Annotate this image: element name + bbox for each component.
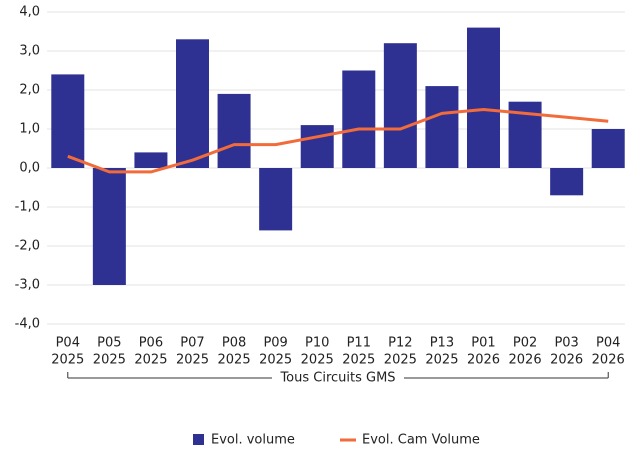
x-tick-label: P06 [139, 336, 163, 351]
x-tick-label: 2026 [467, 353, 500, 368]
bar [217, 93, 251, 168]
x-tick-label: 2026 [509, 353, 542, 368]
x-tick-label: 2025 [134, 353, 167, 368]
x-tick-label: 2025 [51, 353, 84, 368]
y-tick-label: -3,0 [15, 278, 40, 293]
y-tick-label: 1,0 [19, 122, 40, 137]
bar [134, 152, 168, 168]
y-tick-label: 3,0 [19, 44, 40, 59]
x-tick-label: P02 [513, 336, 537, 351]
bar [591, 129, 625, 168]
x-tick-label: P13 [430, 336, 454, 351]
x-tick-label: 2025 [301, 353, 334, 368]
bar [550, 168, 584, 196]
x-tick-label: 2025 [342, 353, 375, 368]
bar [342, 70, 376, 168]
y-tick-label: -1,0 [15, 200, 40, 215]
legend-swatch [193, 434, 204, 445]
x-tick-label: P05 [97, 336, 121, 351]
x-tick-label: P07 [180, 336, 204, 351]
x-tick-label: P09 [263, 336, 287, 351]
bar [259, 168, 293, 231]
legend-label: Evol. volume [211, 433, 295, 448]
x-tick-label: P12 [388, 336, 412, 351]
x-tick-label: P01 [471, 336, 495, 351]
bar [383, 43, 417, 169]
x-tick-label: 2026 [592, 353, 625, 368]
bar [300, 125, 334, 168]
y-tick-label: 0,0 [19, 161, 40, 176]
bar [425, 86, 459, 168]
x-tick-label: 2025 [93, 353, 126, 368]
y-tick-label: -4,0 [15, 317, 40, 332]
y-tick-label: 4,0 [19, 5, 40, 20]
x-tick-label: P04 [56, 336, 80, 351]
x-tick-label: 2025 [425, 353, 458, 368]
x-tick-label: P08 [222, 336, 246, 351]
bar [51, 74, 85, 168]
bar [467, 27, 500, 168]
y-tick-label: 2,0 [19, 83, 40, 98]
x-tick-label: 2025 [176, 353, 209, 368]
x-tick-label: 2025 [218, 353, 251, 368]
y-tick-label: -2,0 [15, 239, 40, 254]
line [67, 108, 609, 174]
x-tick-label: P10 [305, 336, 329, 351]
group-label: Tous Circuits GMS [279, 371, 395, 386]
x-tick-label: P04 [596, 336, 620, 351]
legend-label: Evol. Cam Volume [362, 433, 480, 448]
x-tick-label: 2025 [384, 353, 417, 368]
bar [176, 39, 209, 168]
x-tick-label: 2026 [550, 353, 583, 368]
x-tick-label: P11 [347, 336, 371, 351]
x-tick-label: P03 [554, 336, 578, 351]
bar [92, 168, 126, 285]
x-tick-label: 2025 [259, 353, 292, 368]
